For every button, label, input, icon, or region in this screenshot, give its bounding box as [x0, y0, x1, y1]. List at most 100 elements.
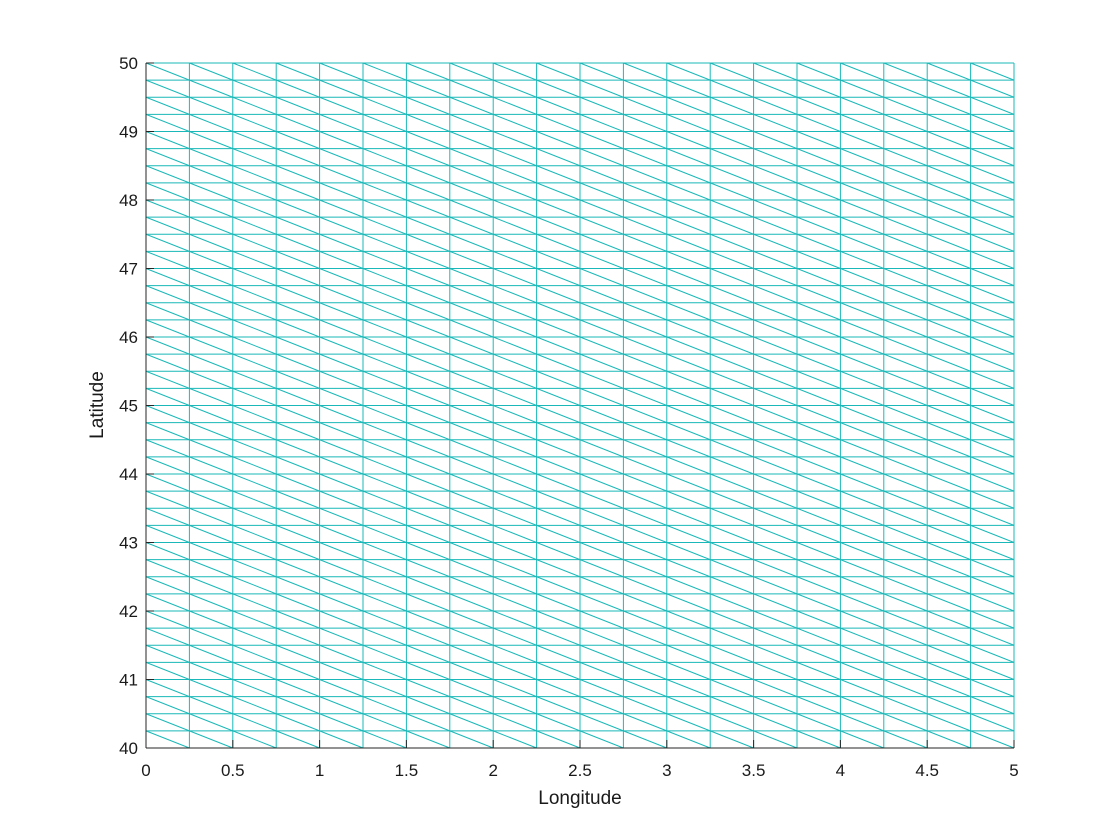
mesh-diagonal-line: [145, 216, 190, 235]
mesh-diagonal-line: [493, 679, 537, 698]
mesh-diagonal-line: [710, 148, 754, 167]
mesh-diagonal-line: [536, 473, 581, 492]
mesh-diagonal-line: [623, 387, 667, 406]
mesh-diagonal-line: [319, 113, 364, 132]
mesh-diagonal-line: [536, 559, 581, 578]
mesh-diagonal-line: [710, 353, 754, 372]
mesh-diagonal-line: [753, 79, 798, 98]
mesh-diagonal-line: [927, 387, 971, 406]
mesh-diagonal-line: [493, 559, 537, 578]
mesh-diagonal-line: [493, 268, 537, 287]
mesh-diagonal-line: [840, 216, 884, 235]
mesh-diagonal-line: [970, 730, 1015, 749]
mesh-diagonal-line: [840, 473, 884, 492]
mesh-diagonal-line: [232, 79, 277, 98]
mesh-diagonal-line: [362, 524, 407, 543]
mesh-diagonal-line: [666, 593, 711, 612]
mesh-diagonal-line: [406, 62, 450, 81]
mesh-diagonal-line: [883, 422, 928, 441]
mesh-diagonal-line: [449, 490, 494, 509]
mesh-diagonal-line: [493, 148, 537, 167]
mesh-diagonal-line: [927, 439, 971, 458]
mesh-diagonal-line: [753, 233, 798, 252]
mesh-diagonal-line: [319, 268, 364, 287]
mesh-diagonal-line: [970, 422, 1015, 441]
mesh-diagonal-line: [319, 696, 364, 715]
mesh-diagonal-line: [883, 661, 928, 680]
mesh-diagonal-line: [449, 405, 494, 424]
mesh-diagonal-line: [319, 730, 364, 749]
mesh-diagonal-line: [536, 679, 581, 698]
y-tick-label: 44: [119, 465, 138, 484]
mesh-diagonal-line: [753, 524, 798, 543]
mesh-diagonal-line: [536, 576, 581, 595]
mesh-diagonal-line: [883, 96, 928, 115]
mesh-diagonal-line: [276, 285, 320, 304]
mesh-diagonal-line: [449, 576, 494, 595]
mesh-diagonal-line: [406, 370, 450, 389]
mesh-diagonal-line: [753, 610, 798, 629]
mesh-diagonal-line: [145, 285, 190, 304]
mesh-diagonal-line: [927, 696, 971, 715]
mesh-diagonal-line: [145, 79, 190, 98]
mesh-diagonal-line: [579, 490, 624, 509]
mesh-diagonal-line: [840, 559, 884, 578]
mesh-diagonal-line: [710, 593, 754, 612]
mesh-diagonal-line: [753, 62, 798, 81]
mesh-diagonal-line: [145, 148, 190, 167]
mesh-diagonal-line: [319, 182, 364, 201]
mesh-diagonal-line: [276, 542, 320, 561]
mesh-diagonal-line: [623, 336, 667, 355]
mesh-diagonal-line: [927, 542, 971, 561]
mesh-diagonal-line: [753, 405, 798, 424]
mesh-diagonal-line: [970, 661, 1015, 680]
mesh-diagonal-line: [753, 216, 798, 235]
mesh-diagonal-line: [666, 370, 711, 389]
mesh-diagonal-line: [493, 182, 537, 201]
mesh-diagonal-line: [796, 302, 841, 321]
mesh-diagonal-line: [927, 627, 971, 646]
mesh-diagonal-line: [753, 199, 798, 218]
mesh-diagonal-line: [666, 182, 711, 201]
mesh-diagonal-line: [840, 250, 884, 269]
mesh-diagonal-line: [666, 79, 711, 98]
mesh-diagonal-line: [536, 730, 581, 749]
mesh-diagonal-line: [579, 661, 624, 680]
mesh-diagonal-line: [579, 268, 624, 287]
mesh-diagonal-line: [753, 490, 798, 509]
mesh-diagonal-line: [536, 131, 581, 150]
mesh-diagonal-line: [579, 370, 624, 389]
mesh-diagonal-line: [579, 456, 624, 475]
mesh-diagonal-line: [883, 199, 928, 218]
mesh-diagonal-line: [710, 216, 754, 235]
mesh-diagonal-line: [710, 336, 754, 355]
mesh-diagonal-line: [927, 644, 971, 663]
mesh-diagonal-line: [493, 542, 537, 561]
mesh-diagonal-line: [710, 490, 754, 509]
mesh-diagonal-line: [232, 148, 277, 167]
mesh-diagonal-line: [276, 182, 320, 201]
mesh-diagonal-line: [840, 644, 884, 663]
mesh-diagonal-line: [536, 353, 581, 372]
mesh-diagonal-line: [232, 216, 277, 235]
mesh-diagonal-line: [579, 610, 624, 629]
mesh-diagonal-line: [449, 387, 494, 406]
mesh-diagonal-line: [493, 610, 537, 629]
mesh-diagonal-line: [579, 302, 624, 321]
mesh-diagonal-line: [579, 62, 624, 81]
mesh-diagonal-line: [796, 319, 841, 338]
mesh-diagonal-line: [493, 405, 537, 424]
mesh-diagonal-line: [145, 96, 190, 115]
mesh-diagonal-line: [710, 268, 754, 287]
mesh-diagonal-line: [449, 268, 494, 287]
mesh-diagonal-line: [362, 353, 407, 372]
mesh-diagonal-line: [883, 730, 928, 749]
mesh-diagonal-line: [579, 199, 624, 218]
mesh-diagonal-line: [319, 79, 364, 98]
mesh-diagonal-line: [623, 661, 667, 680]
mesh-diagonal-line: [579, 336, 624, 355]
mesh-diagonal-line: [753, 439, 798, 458]
mesh-diagonal-line: [623, 233, 667, 252]
mesh-diagonal-line: [883, 268, 928, 287]
mesh-diagonal-line: [927, 713, 971, 732]
